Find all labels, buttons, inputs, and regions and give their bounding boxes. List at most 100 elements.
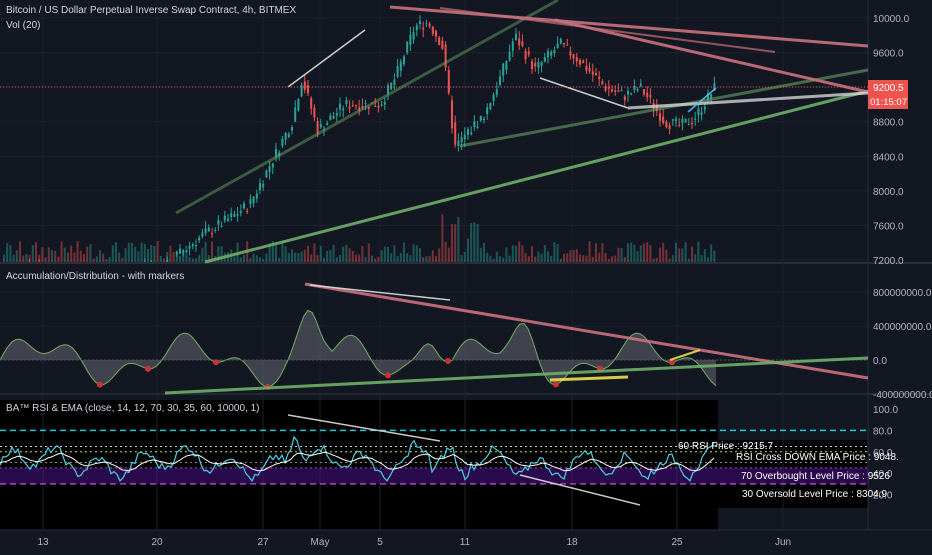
rsi-tick-label: 80.0	[873, 426, 893, 437]
candle-body	[329, 115, 332, 121]
candle-body	[265, 170, 268, 178]
candle-body	[595, 73, 597, 76]
candle-body	[233, 213, 236, 217]
rsi-ema-line	[0, 451, 715, 472]
candle-body	[198, 237, 201, 241]
volume-bar	[67, 252, 69, 262]
price-badge-value: 9200.5	[873, 83, 904, 94]
volume-bar	[25, 253, 28, 262]
volume-bar	[646, 242, 649, 262]
candle-body	[188, 246, 191, 249]
candle-body	[444, 44, 447, 68]
volume-bar	[566, 253, 569, 262]
candle-body	[419, 20, 421, 25]
volume-bar	[172, 251, 175, 262]
candle-body	[515, 33, 517, 40]
candle-body	[495, 89, 498, 95]
volume-bar	[483, 242, 485, 262]
volume-bar	[371, 255, 373, 262]
candle-body	[534, 63, 537, 67]
candle-body	[479, 115, 482, 121]
ad-series	[0, 309, 868, 390]
candle-body	[671, 119, 674, 121]
candle-body	[207, 227, 210, 232]
candle-body	[508, 51, 511, 61]
ad-pane[interactable]	[0, 264, 868, 393]
candle-body	[591, 71, 594, 75]
rsi-lower-trendline	[519, 474, 641, 506]
volume-bar	[479, 247, 482, 262]
volume-bar	[380, 250, 383, 262]
volume-bar	[79, 250, 82, 262]
volume-bar	[255, 255, 258, 262]
volume-bar	[515, 245, 517, 262]
rally-trendline	[287, 29, 366, 88]
candle-body	[627, 91, 629, 95]
volume-bar	[527, 256, 530, 262]
candle-body	[406, 41, 409, 53]
volume-bar	[105, 258, 108, 262]
candle-body	[307, 85, 309, 94]
ad-yellow-line	[549, 375, 629, 382]
candle-body	[556, 43, 559, 49]
ad-marker	[445, 358, 451, 365]
ad-marker	[213, 359, 219, 366]
ad-white-trendline	[309, 284, 451, 301]
candle-body	[585, 65, 588, 71]
candle-body	[639, 83, 642, 87]
time-axis[interactable]: 13 20 27 May 5 11 18 25 Jun	[37, 537, 791, 548]
candle-body	[291, 127, 293, 131]
volume-bar	[524, 252, 527, 262]
volume-bar	[291, 249, 293, 262]
volume-bar	[617, 247, 620, 262]
volume-bar	[627, 243, 629, 262]
candle-body	[239, 211, 242, 214]
volume-bar	[364, 257, 367, 262]
time-tick-label: 5	[377, 537, 383, 548]
volume-bar	[310, 254, 313, 262]
volume-bar	[3, 254, 5, 262]
candle-body	[252, 197, 255, 204]
candle-body	[335, 113, 338, 116]
candle-body	[486, 107, 489, 114]
candle-body	[502, 63, 505, 76]
candle-body	[547, 51, 549, 58]
volume-bar	[86, 246, 89, 262]
candle-body	[310, 98, 313, 109]
volume-bar	[99, 250, 101, 262]
candle-body	[268, 166, 271, 173]
price-tick-label: 7600.0	[873, 221, 904, 232]
price-tick-label: 10000.0	[873, 14, 910, 25]
candle-body	[623, 96, 626, 101]
volume-bar	[307, 245, 309, 262]
candle-body	[185, 250, 188, 252]
volume-bar	[614, 255, 617, 262]
ad-area	[0, 310, 716, 387]
volume-bar	[297, 253, 300, 262]
rsi-tick-label: 60.0	[873, 448, 893, 459]
descending-resistance	[554, 18, 869, 94]
volume-bar	[540, 253, 543, 262]
volume-bar	[447, 247, 450, 262]
candle-body	[518, 38, 521, 46]
volume-bar	[383, 246, 386, 262]
descending-resistance-top	[389, 5, 869, 48]
volume-bar	[387, 247, 389, 262]
volume-bar	[316, 254, 319, 262]
price-pane[interactable]	[0, 0, 868, 262]
ad-tick-label: 800000000.0	[873, 288, 932, 299]
price-tick-label: 8800.0	[873, 118, 904, 129]
volume-bar	[191, 258, 194, 262]
volume-bar	[435, 255, 437, 262]
volume-bar	[659, 247, 661, 262]
volume-bar	[355, 254, 357, 262]
descending-resistance-inner	[439, 7, 776, 53]
volume-bar	[687, 258, 690, 262]
volume-bar	[662, 242, 665, 262]
volume-label: Vol (20)	[6, 20, 40, 31]
volume-bar	[668, 258, 671, 262]
volume-bar	[9, 244, 12, 262]
candle-body	[262, 184, 265, 188]
volume-bar	[38, 254, 41, 262]
